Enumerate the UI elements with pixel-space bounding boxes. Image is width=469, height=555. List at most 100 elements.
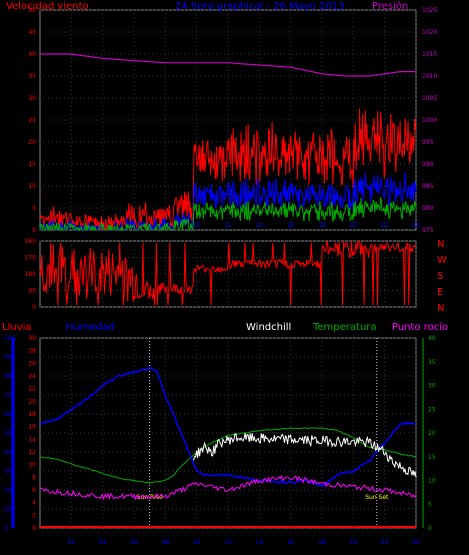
y-tick-label-right: 1005: [422, 95, 437, 102]
y-tick-label-rain: 20: [4, 487, 12, 494]
x-tick-label: 14: [256, 539, 264, 546]
x-tick-label: 14: [256, 222, 264, 229]
y-tick-label-mid: 6: [32, 487, 36, 494]
y-tick-label-mid: 12: [28, 449, 36, 456]
y-tick-label-rain: 10: [4, 506, 12, 513]
y-tick-label-mid: 24: [28, 373, 36, 380]
x-tick-label: 22: [381, 222, 389, 229]
x-tick-label: 10: [193, 222, 201, 229]
y-tick-label-left: 30: [28, 95, 36, 102]
y-tick-label-right: 1010: [422, 73, 437, 80]
y-tick-label-direction: 180: [25, 271, 37, 278]
y-tick-label-mid: 30: [28, 335, 36, 342]
dewpoint-label: Punto rocío: [392, 321, 448, 333]
compass-label: N: [437, 239, 444, 250]
y-tick-label-left: 50: [28, 7, 36, 14]
humidity-label: Humedad: [66, 322, 115, 333]
x-tick-label: 16: [287, 539, 295, 546]
y-tick-label-mid: 18: [28, 411, 36, 418]
y-tick-label-mid: 22: [28, 386, 36, 393]
x-tick-label: 12: [224, 539, 232, 546]
y-tick-label-rain: 70: [4, 392, 12, 399]
y-tick-label-direction: 90: [28, 288, 36, 295]
y-tick-label-left: 45: [28, 29, 36, 36]
y-tick-label-mid: 14: [28, 436, 36, 443]
y-tick-label-rain: 0: [4, 525, 8, 532]
y-tick-label-rain: 40: [4, 449, 12, 456]
y-tick-label-mid: 28: [28, 348, 36, 355]
chart-title: 24 hora graphical - 26 Mayo 2013: [175, 1, 345, 12]
humidity-series: [39, 366, 417, 488]
y-tick-label-rain: 80: [4, 373, 12, 380]
y-tick-label-rain: 60: [4, 411, 12, 418]
y-tick-label-mid: 4: [32, 500, 36, 507]
average-wind-series: [39, 196, 417, 232]
y-tick-label-mid: 2: [32, 512, 36, 519]
y-tick-label-right: 985: [422, 183, 434, 190]
y-tick-label-rain: 50: [4, 430, 12, 437]
y-tick-label-mid: 10: [28, 462, 36, 469]
y-tick-label-right: 1015: [422, 51, 437, 58]
x-tick-label: 08: [162, 539, 170, 546]
x-tick-label: 02: [68, 539, 76, 546]
y-tick-label-temperature: 35: [428, 359, 436, 366]
left-axis-label: Velocidad viento: [6, 1, 89, 12]
y-tick-label-rain: 100: [4, 335, 16, 342]
y-tick-label-mid: 0: [32, 525, 36, 532]
y-tick-label-temperature: 20: [428, 430, 436, 437]
x-tick-label: 04: [99, 539, 107, 546]
right-axis-label: Presión: [372, 0, 408, 12]
rain-label: Lluvia: [2, 322, 32, 333]
y-tick-label-left: 0: [32, 227, 36, 234]
y-tick-label-temperature: 0: [428, 525, 432, 532]
y-tick-label-temperature: 25: [428, 406, 436, 413]
y-tick-label-left: 15: [28, 161, 36, 168]
y-tick-label-left: 40: [28, 51, 36, 58]
y-tick-label-direction: 270: [25, 255, 37, 262]
temperature-series: [40, 427, 417, 484]
y-tick-label-left: 35: [28, 73, 36, 80]
y-tick-label-left: 20: [28, 139, 36, 146]
compass-label: S: [437, 271, 443, 282]
x-tick-label: 18: [318, 539, 326, 546]
x-tick-label: 20: [350, 539, 358, 546]
x-tick-label: 00: [412, 539, 420, 546]
y-tick-label-temperature: 30: [428, 383, 436, 390]
x-tick-label: 18: [318, 222, 326, 229]
x-tick-label: 06: [130, 539, 138, 546]
y-tick-label-mid: 16: [28, 424, 36, 431]
y-tick-label-temperature: 5: [428, 501, 432, 508]
y-tick-label-rain: 30: [4, 468, 12, 475]
y-tick-label-right: 980: [422, 205, 434, 212]
y-tick-label-mid: 26: [28, 360, 36, 367]
compass-label: E: [437, 287, 443, 298]
x-tick-label: 10: [193, 539, 201, 546]
y-tick-label-right: 975: [422, 227, 434, 234]
y-tick-label-right: 1000: [422, 117, 437, 124]
y-tick-label-direction: 0: [32, 304, 36, 311]
y-tick-label-rain: 90: [4, 354, 12, 361]
y-tick-label-temperature: 40: [428, 335, 436, 342]
y-tick-label-right: 995: [422, 139, 434, 146]
y-tick-label-mid: 8: [32, 474, 36, 481]
x-tick-label: 22: [381, 539, 389, 546]
x-tick-label: 20: [350, 222, 358, 229]
windchill-label: Windchill: [246, 322, 291, 333]
y-tick-label-temperature: 10: [428, 478, 436, 485]
x-tick-label: 12: [224, 222, 232, 229]
compass-label: N: [437, 303, 444, 314]
y-tick-label-right: 990: [422, 161, 434, 168]
y-tick-label-left: 5: [32, 205, 36, 212]
y-tick-label-left: 25: [28, 117, 36, 124]
y-tick-label-left: 10: [28, 183, 36, 190]
x-tick-label: 16: [287, 222, 295, 229]
y-tick-label-right: 1025: [422, 7, 437, 14]
y-tick-label-direction: 360: [25, 238, 37, 245]
temperature-label: Temperatura: [312, 322, 377, 333]
y-tick-label-right: 1020: [422, 29, 437, 36]
pressure-series: [40, 53, 416, 77]
x-tick-label: 00: [412, 222, 420, 229]
sun-annotation: Sun Set: [365, 494, 389, 501]
